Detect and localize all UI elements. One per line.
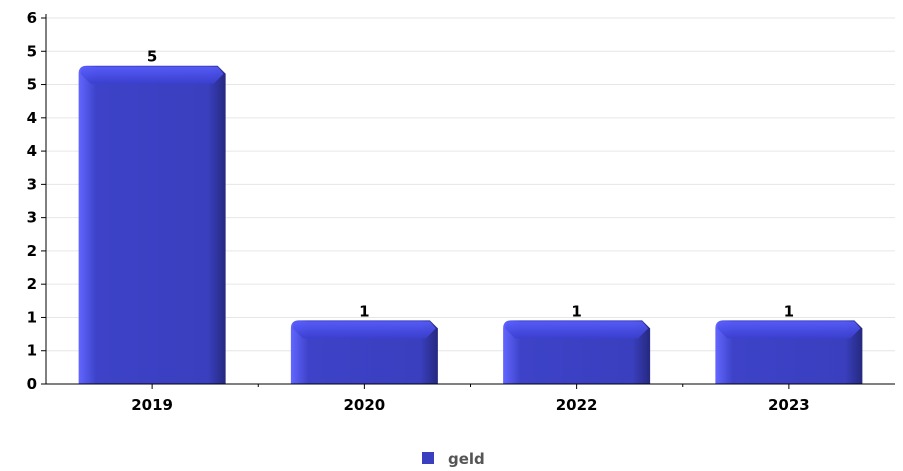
legend-swatch: [422, 452, 434, 464]
y-tick-label: 3: [27, 209, 37, 227]
x-category-label: 2022: [556, 396, 598, 414]
y-tick-label: 0: [27, 375, 37, 393]
x-category-label: 2020: [344, 396, 386, 414]
bars: 5 1 1 1: [78, 48, 863, 384]
y-tick-label: 4: [27, 109, 37, 127]
y-tick-label: 1: [27, 308, 37, 326]
bar-top-cap: [80, 66, 224, 84]
y-tick-label: 2: [27, 275, 37, 293]
x-category-label: 2019: [131, 396, 173, 414]
y-tick-label: 3: [27, 175, 37, 193]
bar-value-label: 5: [147, 48, 157, 66]
bar-top-cap: [292, 321, 436, 339]
bar-top-cap: [717, 321, 861, 339]
legend-label: geld: [448, 450, 485, 468]
y-tick-label: 2: [27, 242, 37, 260]
bar-2019: [78, 65, 226, 384]
bar-value-label: 1: [359, 302, 369, 320]
bar-top-cap: [505, 321, 649, 339]
bar-value-label: 1: [784, 302, 794, 320]
y-tick-label: 5: [27, 76, 37, 94]
x-category-label: 2023: [768, 396, 810, 414]
legend: geld: [422, 450, 485, 468]
axes: 0 1 1 2 2 3 3 4 4 5 5 6 2019 2020 2022 2023: [27, 9, 895, 414]
y-tick-label: 1: [27, 342, 37, 360]
y-tick-label: 4: [27, 142, 37, 160]
bar-value-label: 1: [571, 302, 581, 320]
y-tick-label: 6: [27, 9, 37, 27]
y-tick-label: 5: [27, 42, 37, 60]
